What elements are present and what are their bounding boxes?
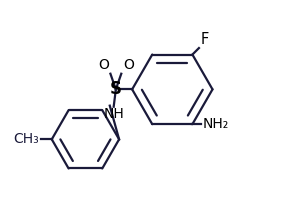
Text: S: S (110, 80, 122, 98)
Text: F: F (201, 32, 209, 47)
Text: O: O (98, 58, 109, 72)
Text: NH₂: NH₂ (203, 117, 229, 131)
Text: O: O (123, 58, 134, 72)
Text: CH₃: CH₃ (13, 132, 39, 146)
Text: NH: NH (103, 107, 124, 121)
